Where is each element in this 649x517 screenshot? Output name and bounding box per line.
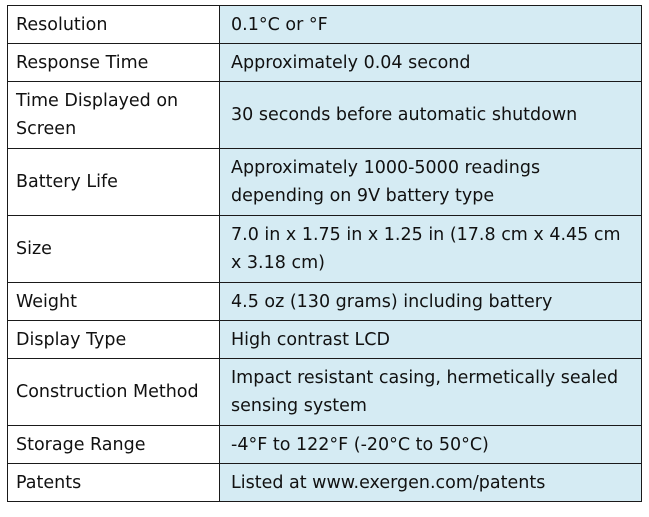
- row-label: Storage Range: [7, 425, 220, 464]
- row-value: -4°F to 122°F (-20°C to 50°C): [219, 425, 642, 464]
- row-value: Listed at www.exergen.com/patents: [219, 463, 642, 502]
- table-row-time-displayed: Time Displayed on Screen 30 seconds befo…: [7, 81, 642, 149]
- spec-table-container: Resolution 0.1°C or °F Response Time App…: [7, 5, 642, 502]
- row-value: 30 seconds before automatic shutdown: [219, 81, 642, 149]
- table-row-construction-method: Construction Method Impact resistant cas…: [7, 358, 642, 426]
- row-value: High contrast LCD: [219, 320, 642, 359]
- row-value: 0.1°C or °F: [219, 5, 642, 44]
- row-label: Size: [7, 215, 220, 283]
- table-row-resolution: Resolution 0.1°C or °F: [7, 5, 642, 44]
- row-label: Time Displayed on Screen: [7, 81, 220, 149]
- row-label: Resolution: [7, 5, 220, 44]
- table-row-weight: Weight 4.5 oz (130 grams) including batt…: [7, 282, 642, 321]
- table-row-battery-life: Battery Life Approximately 1000-5000 rea…: [7, 148, 642, 216]
- row-value: 4.5 oz (130 grams) including battery: [219, 282, 642, 321]
- row-label: Battery Life: [7, 148, 220, 216]
- table-row-display-type: Display Type High contrast LCD: [7, 320, 642, 359]
- row-label: Construction Method: [7, 358, 220, 426]
- row-value: Approximately 0.04 second: [219, 43, 642, 82]
- table-row-size: Size 7.0 in x 1.75 in x 1.25 in (17.8 cm…: [7, 215, 642, 283]
- row-label: Response Time: [7, 43, 220, 82]
- table-row-patents: Patents Listed at www.exergen.com/patent…: [7, 463, 642, 502]
- row-label: Weight: [7, 282, 220, 321]
- row-label: Patents: [7, 463, 220, 502]
- spec-table: Resolution 0.1°C or °F Response Time App…: [7, 5, 642, 502]
- row-value: Approximately 1000-5000 readings dependi…: [219, 148, 642, 216]
- row-value: Impact resistant casing, hermetically se…: [219, 358, 642, 426]
- table-row-response-time: Response Time Approximately 0.04 second: [7, 43, 642, 82]
- table-row-storage-range: Storage Range -4°F to 122°F (-20°C to 50…: [7, 425, 642, 464]
- row-label: Display Type: [7, 320, 220, 359]
- row-value: 7.0 in x 1.75 in x 1.25 in (17.8 cm x 4.…: [219, 215, 642, 283]
